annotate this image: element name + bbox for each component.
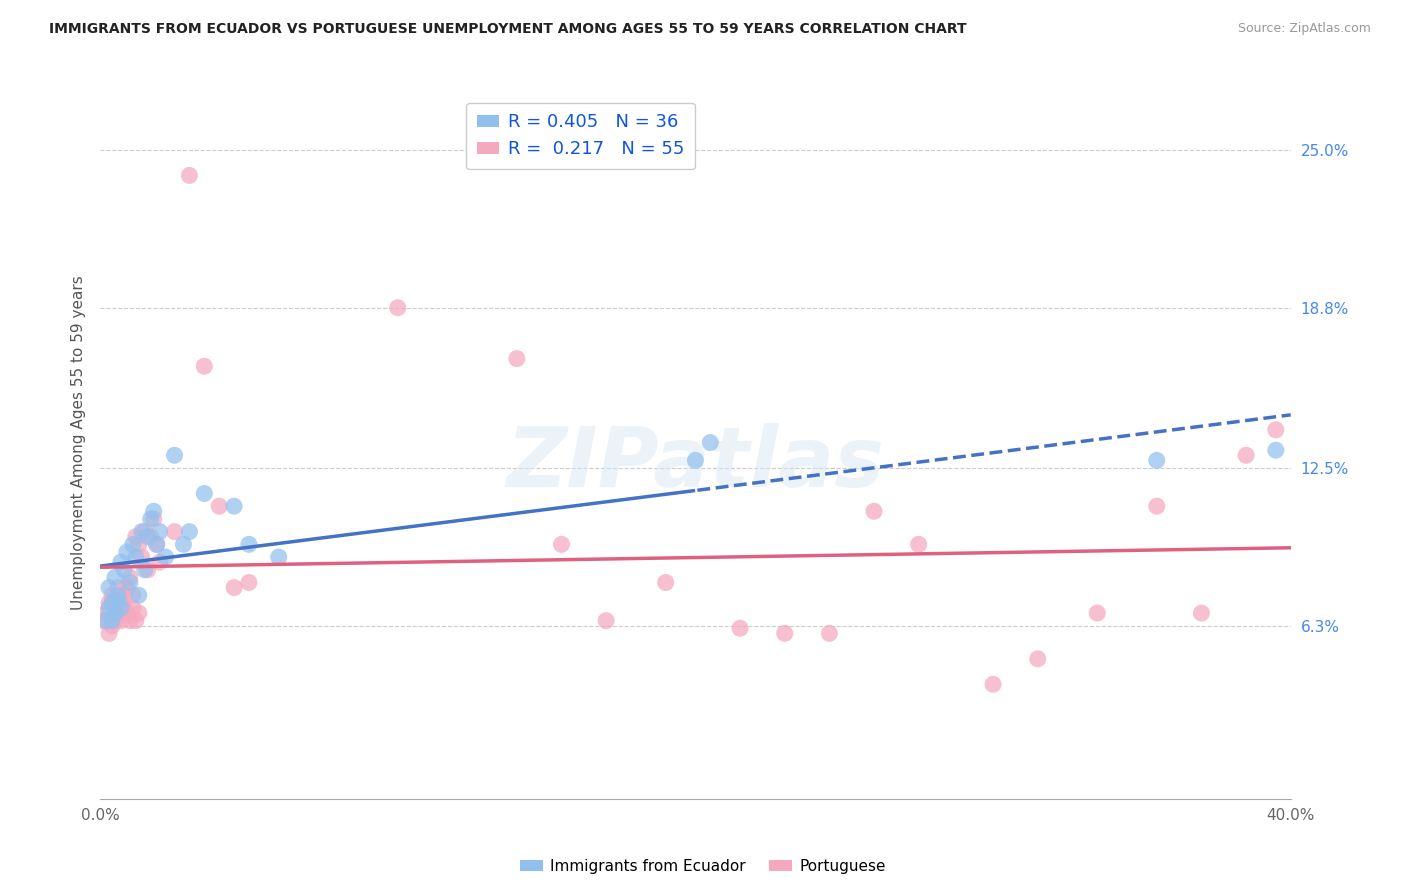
Point bbox=[104, 606, 127, 620]
Point bbox=[136, 530, 159, 544]
Point bbox=[142, 512, 165, 526]
Point bbox=[728, 621, 751, 635]
Point bbox=[101, 619, 124, 633]
Point bbox=[142, 504, 165, 518]
Point bbox=[112, 601, 135, 615]
Point bbox=[101, 588, 124, 602]
Point bbox=[1264, 443, 1286, 458]
Point bbox=[387, 301, 409, 315]
Point bbox=[222, 581, 245, 595]
Point bbox=[131, 549, 153, 564]
Point bbox=[238, 575, 260, 590]
Point bbox=[128, 588, 150, 602]
Point bbox=[1234, 448, 1257, 462]
Point bbox=[208, 499, 231, 513]
Point bbox=[110, 601, 132, 615]
Point bbox=[101, 596, 124, 610]
Point bbox=[128, 606, 150, 620]
Point bbox=[112, 588, 135, 602]
Point bbox=[222, 499, 245, 513]
Point bbox=[110, 555, 132, 569]
Point bbox=[1264, 423, 1286, 437]
Point bbox=[122, 537, 145, 551]
Point bbox=[145, 537, 167, 551]
Point bbox=[506, 351, 529, 366]
Point bbox=[595, 614, 617, 628]
Point bbox=[122, 588, 145, 602]
Point bbox=[110, 614, 132, 628]
Point bbox=[149, 555, 172, 569]
Point bbox=[104, 570, 127, 584]
Point bbox=[131, 524, 153, 539]
Point bbox=[98, 596, 121, 610]
Point bbox=[163, 524, 186, 539]
Point bbox=[818, 626, 841, 640]
Point bbox=[685, 453, 707, 467]
Point bbox=[115, 581, 138, 595]
Point bbox=[981, 677, 1004, 691]
Point bbox=[193, 486, 215, 500]
Point bbox=[107, 593, 129, 607]
Point bbox=[94, 606, 117, 620]
Point bbox=[907, 537, 929, 551]
Point bbox=[773, 626, 796, 640]
Point bbox=[179, 524, 201, 539]
Point bbox=[149, 524, 172, 539]
Point bbox=[112, 563, 135, 577]
Point bbox=[172, 537, 194, 551]
Point bbox=[107, 581, 129, 595]
Point bbox=[125, 614, 148, 628]
Point bbox=[193, 359, 215, 374]
Point bbox=[125, 549, 148, 564]
Point bbox=[118, 575, 141, 590]
Point bbox=[1146, 499, 1168, 513]
Point bbox=[134, 524, 156, 539]
Text: Source: ZipAtlas.com: Source: ZipAtlas.com bbox=[1237, 22, 1371, 36]
Point bbox=[179, 169, 201, 183]
Point bbox=[107, 606, 129, 620]
Point bbox=[104, 614, 127, 628]
Point bbox=[125, 530, 148, 544]
Point bbox=[267, 549, 290, 564]
Point bbox=[1191, 606, 1213, 620]
Point bbox=[145, 537, 167, 551]
Point bbox=[98, 581, 121, 595]
Point bbox=[118, 614, 141, 628]
Point bbox=[104, 601, 127, 615]
Point bbox=[128, 537, 150, 551]
Point bbox=[107, 593, 129, 607]
Point bbox=[163, 448, 186, 462]
Legend: Immigrants from Ecuador, Portuguese: Immigrants from Ecuador, Portuguese bbox=[513, 853, 893, 880]
Point bbox=[654, 575, 676, 590]
Point bbox=[134, 563, 156, 577]
Point bbox=[550, 537, 572, 551]
Y-axis label: Unemployment Among Ages 55 to 59 years: Unemployment Among Ages 55 to 59 years bbox=[72, 276, 86, 610]
Point bbox=[107, 588, 129, 602]
Point bbox=[98, 626, 121, 640]
Text: IMMIGRANTS FROM ECUADOR VS PORTUGUESE UNEMPLOYMENT AMONG AGES 55 TO 59 YEARS COR: IMMIGRANTS FROM ECUADOR VS PORTUGUESE UN… bbox=[49, 22, 967, 37]
Point bbox=[91, 614, 114, 628]
Point bbox=[699, 435, 721, 450]
Point bbox=[115, 606, 138, 620]
Point bbox=[122, 601, 145, 615]
Point bbox=[1085, 606, 1108, 620]
Point bbox=[1026, 652, 1049, 666]
Point bbox=[98, 601, 121, 615]
Point bbox=[136, 563, 159, 577]
Point bbox=[94, 614, 117, 628]
Point bbox=[139, 512, 162, 526]
Point bbox=[863, 504, 886, 518]
Point bbox=[139, 530, 162, 544]
Point bbox=[115, 545, 138, 559]
Point bbox=[155, 549, 177, 564]
Point bbox=[101, 614, 124, 628]
Text: ZIPatlas: ZIPatlas bbox=[506, 424, 884, 505]
Point bbox=[1146, 453, 1168, 467]
Point bbox=[118, 570, 141, 584]
Legend: R = 0.405   N = 36, R =  0.217   N = 55: R = 0.405 N = 36, R = 0.217 N = 55 bbox=[467, 103, 695, 169]
Point bbox=[110, 596, 132, 610]
Point bbox=[238, 537, 260, 551]
